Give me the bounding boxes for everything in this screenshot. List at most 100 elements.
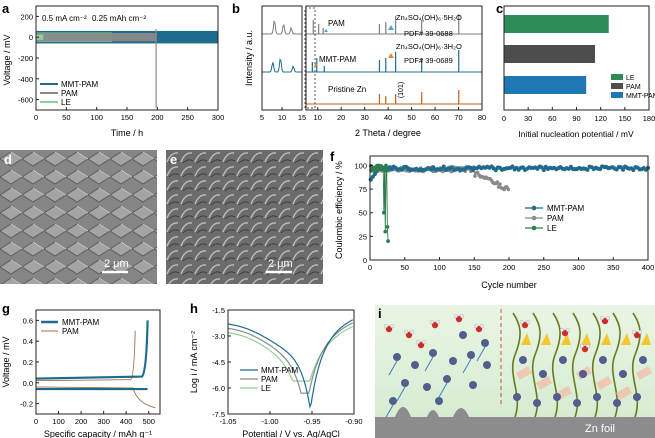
ion-flux-arrow	[384, 404, 394, 420]
h-ytick-label-2: -4.5	[212, 358, 225, 367]
series-label-pam: PAM	[328, 19, 345, 28]
f-point-pam	[498, 182, 502, 186]
panel-label-c: c	[496, 1, 503, 16]
water-hydrogen	[525, 319, 530, 324]
legend-f-marker-pam	[531, 215, 537, 221]
b-left-xtick-label-0: 5	[260, 113, 264, 122]
mmt-sheet	[635, 366, 653, 380]
zn-ion	[389, 397, 397, 405]
water-hydrogen	[404, 330, 409, 335]
f-point-le	[382, 210, 386, 215]
c-xtick-label-5: 150	[619, 114, 632, 123]
schematic-left-side	[383, 313, 491, 420]
legend-f-label-pam: PAM	[547, 214, 564, 223]
g-curve-mmt-charge	[35, 320, 149, 380]
water-hydrogen	[585, 344, 590, 349]
zn-ion	[449, 357, 457, 365]
ref-formula-2: Zn₄SO₄(OH)₆·3H₂O	[396, 42, 462, 51]
zn-ion	[579, 370, 587, 378]
c-legend-swatch-1	[611, 83, 623, 89]
a-xtick-label-2: 100	[90, 113, 103, 122]
panel-g-ylabel: Voltage / mV	[1, 336, 11, 387]
g-ytick-label-1: 0.4	[23, 337, 33, 346]
a-xtick-label-4: 200	[151, 113, 164, 122]
series-band-pam	[36, 33, 157, 42]
c-legend-swatch-0	[611, 74, 623, 80]
panel-b-right-frame	[305, 5, 483, 111]
b-right-xtick-label-3: 40	[384, 113, 392, 122]
panel-d-sem: d 2 μm	[0, 150, 157, 284]
zn-ion	[599, 356, 607, 364]
ion-flux-arrow	[388, 360, 398, 376]
panel-label-g: g	[2, 301, 10, 316]
c-xtick-label-4: 120	[594, 114, 607, 123]
panel-h-ylabel: Log i / mA cm⁻²	[189, 331, 199, 393]
zn-ion	[481, 339, 489, 347]
f-xtick-label-6: 300	[572, 263, 585, 272]
zn-ion	[401, 379, 409, 387]
a-xtick-label-5: 250	[181, 113, 194, 122]
f-ytick-label-2: 50	[359, 209, 367, 218]
b-right-xtick-label-1: 20	[337, 113, 345, 122]
f-ytick-label-1: 75	[359, 185, 367, 194]
zn-ion	[633, 393, 641, 401]
f-point-mmt	[441, 164, 446, 169]
ref-marker-2	[388, 53, 394, 58]
charge-channel-marker	[601, 333, 611, 345]
zn-ion	[411, 361, 419, 369]
zn-ion	[467, 351, 475, 359]
panel-h-chart: h -1.05 -1.00 -0.95 -0.90 -1.5 -3.0 -4.5 -6.0 -7…	[189, 301, 363, 438]
g-xtick-label-2: 200	[75, 417, 88, 426]
panel-label-a: a	[2, 1, 10, 16]
water-hydrogen	[389, 324, 394, 329]
mmt-sheet	[615, 386, 633, 400]
panel-c-xlabel: Initial nucleation potential / mV	[518, 129, 634, 139]
panel-label-f: f	[330, 149, 335, 164]
g-ytick-label-4: -0.2	[20, 400, 33, 409]
bar-pam	[504, 45, 596, 63]
f-point-pam	[495, 180, 499, 184]
legend-label-le: LE	[61, 98, 71, 107]
b-left-curve-0	[262, 20, 302, 35]
c-xtick-label-0: 0	[502, 114, 506, 123]
panel-c-chart: c LE PAM MMT-PAM 0 30 60 90 120 150 180 Initial …	[496, 1, 655, 139]
panel-a-chart: a 0.5 mA cm⁻² 0.25 mAh cm⁻² 0 50 100 150 200…	[2, 1, 224, 138]
water-hydrogen	[459, 313, 464, 318]
panel-label-b: b	[232, 1, 240, 16]
f-ytick-label-4: 0	[363, 256, 367, 265]
h-curve-le	[227, 326, 353, 382]
legend-label-pam: PAM	[61, 89, 78, 98]
charge-channel-marker	[561, 333, 571, 345]
charge-channel-marker	[521, 333, 531, 345]
ref-marker-pam	[324, 29, 328, 32]
a-ytick-label-4: -600	[18, 96, 33, 105]
f-point-pam	[506, 187, 511, 192]
zn-ion	[539, 370, 547, 378]
f-xtick-label-8: 400	[642, 263, 655, 272]
water-hydrogen	[383, 324, 388, 329]
f-point-mmt	[510, 164, 515, 169]
legend-g-label-pam: PAM	[62, 327, 79, 336]
panel-g-chart: g 0 100 200 300 400 500 0.6 0.4 0.2 0.0 -0.2 MMT-P…	[1, 301, 161, 438]
panel-a-capacity-label: 0.25 mAh cm⁻²	[92, 14, 146, 23]
zn-ion	[553, 393, 561, 401]
zn-ion	[593, 393, 601, 401]
g-xtick-label-5: 500	[142, 417, 155, 426]
mmt-sheet	[535, 376, 553, 390]
f-point-le	[384, 163, 388, 168]
f-xtick-label-0: 0	[368, 263, 372, 272]
f-point-mmt	[372, 171, 377, 177]
panel-b-ylabel: Intensity / a.u.	[244, 30, 254, 86]
water-hydrogen	[422, 340, 427, 345]
a-xtick-label-1: 50	[62, 113, 70, 122]
zn-ion	[519, 356, 527, 364]
g-xtick-label-3: 300	[97, 417, 110, 426]
water-hydrogen	[579, 344, 584, 349]
legend-f-marker-le	[531, 225, 537, 231]
water-hydrogen	[565, 328, 570, 333]
legend-f-marker-mmt	[531, 205, 537, 211]
f-point-mmt	[631, 167, 636, 173]
ion-flux-arrow	[462, 358, 472, 374]
c-xtick-label-3: 90	[572, 114, 580, 123]
f-point-le	[385, 225, 390, 229]
